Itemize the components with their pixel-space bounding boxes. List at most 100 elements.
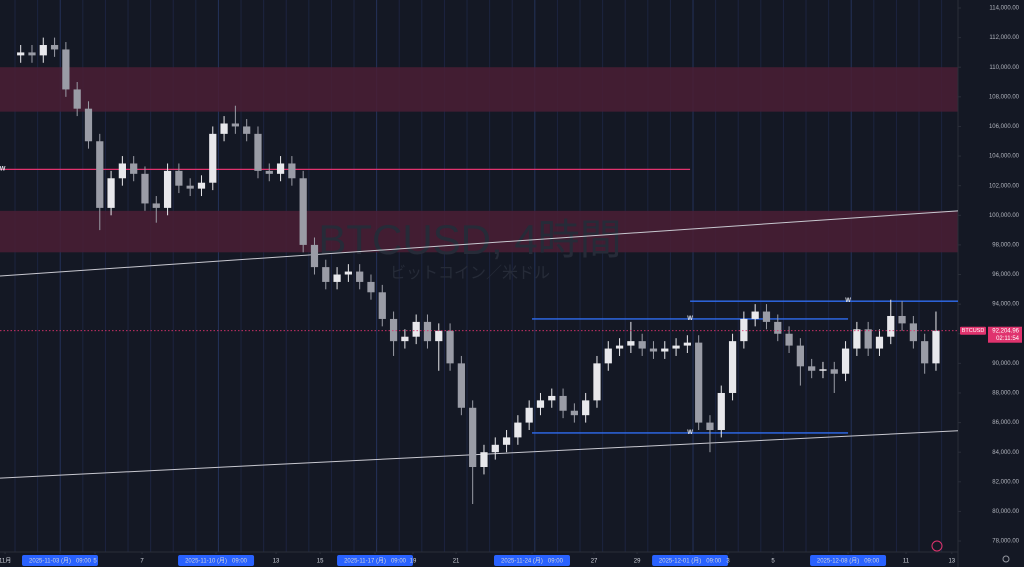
x-tick-label: 2025-11-10 (月) 09:00 <box>185 558 248 565</box>
x-tick-highlight <box>22 555 99 566</box>
zone <box>0 210 958 253</box>
y-tick-label: 106,000.00 <box>989 124 1020 130</box>
x-tick-label: 13 <box>273 559 280 565</box>
candle-body <box>909 323 917 342</box>
candle-body <box>186 185 194 189</box>
candle-body <box>423 321 432 342</box>
x-tick-label: 3 <box>726 559 730 565</box>
candle-body <box>356 271 364 282</box>
y-tick-label: 114,000.00 <box>989 6 1019 12</box>
candle-body <box>695 342 703 423</box>
candle-body <box>627 341 635 346</box>
candle-body <box>525 407 533 423</box>
candle-body <box>84 108 93 142</box>
candle-body <box>333 274 341 282</box>
candle-body <box>672 345 680 349</box>
candle-body <box>898 315 906 324</box>
x-tick-label: 11 <box>903 559 910 565</box>
candle-body <box>39 45 47 56</box>
x-tick-label: 7 <box>140 559 144 565</box>
candle-body <box>73 89 81 109</box>
candle-body <box>378 292 386 319</box>
candle-body <box>887 315 895 337</box>
candle-body <box>175 170 183 186</box>
candle-body <box>717 392 725 430</box>
symbol-tag-text: BTCUSD <box>962 328 985 334</box>
candle-body <box>389 318 398 342</box>
x-tick-label: 11月 <box>0 558 11 565</box>
x-tick-label: 2025-12-01 (月) 09:00 <box>659 558 722 565</box>
candle-body <box>740 318 748 342</box>
x-tick-label: 2025-11-24 (月) 09:00 <box>501 558 564 565</box>
candle-body <box>593 363 601 401</box>
candle-body <box>864 329 872 349</box>
candle-body <box>220 123 228 134</box>
candle-body <box>96 141 104 208</box>
candle-body <box>163 170 172 208</box>
x-tick-highlight <box>493 555 570 566</box>
candle-body <box>299 178 307 245</box>
candle-body <box>62 49 70 90</box>
candle-body <box>830 369 838 374</box>
y-tick-label: 112,000.00 <box>989 35 1019 41</box>
candle-body <box>50 45 59 50</box>
settings-icon[interactable] <box>1002 555 1010 563</box>
candle-body <box>457 363 465 408</box>
candle-body <box>265 170 273 174</box>
candle-body <box>638 341 646 349</box>
candle-body <box>401 336 409 342</box>
symbol-tag <box>960 326 986 335</box>
alert-icon[interactable] <box>931 540 943 552</box>
candle-body <box>310 244 319 268</box>
candle-body <box>683 342 691 346</box>
y-tick-label: 100,000.00 <box>989 213 1020 219</box>
candle-body <box>502 437 511 445</box>
x-tick-label: 29 <box>634 559 641 565</box>
candle-body <box>582 400 590 416</box>
candle-body <box>367 281 375 293</box>
candle-body <box>514 422 522 438</box>
x-tick-label: 19 <box>410 559 417 565</box>
candle-body <box>446 330 454 364</box>
candle-body <box>649 348 658 352</box>
candle-body <box>853 329 861 349</box>
candle-body <box>344 271 352 275</box>
trendline <box>0 210 959 277</box>
x-tick-label: 13 <box>948 559 955 565</box>
watermark: BTCUSD, 4時間 <box>318 216 621 263</box>
candle-body <box>209 133 217 183</box>
candle-body <box>130 163 138 174</box>
last-price-label: 92,204.96 <box>992 328 1019 334</box>
candle-body <box>152 203 160 208</box>
candle-body <box>276 163 285 174</box>
line-tag: W <box>687 316 693 322</box>
candle-body <box>841 348 850 374</box>
candle-body <box>774 321 782 334</box>
y-tick-label: 108,000.00 <box>989 94 1020 100</box>
candle-body <box>141 173 149 204</box>
last-price-tag <box>988 326 1022 343</box>
line-tag: W <box>845 298 851 304</box>
candle-body <box>243 126 251 134</box>
x-tick-label: 15 <box>317 559 324 565</box>
candle-body <box>932 330 940 364</box>
trendline <box>0 430 959 479</box>
x-tick-highlight <box>652 555 729 566</box>
x-tick-label: 2025-11-03 (月) 09:00 <box>29 558 92 565</box>
watermark-sub: ビットコイン／米ドル <box>390 264 550 282</box>
y-tick-label: 98,000.00 <box>992 242 1019 248</box>
x-tick-label: 27 <box>591 559 598 565</box>
candle-body <box>615 345 624 349</box>
y-tick-label: 104,000.00 <box>989 154 1020 160</box>
y-tick-label: 90,000.00 <box>992 361 1019 367</box>
y-tick-label: 82,000.00 <box>992 479 1019 485</box>
candle-body <box>491 444 499 453</box>
candle-body <box>480 452 488 468</box>
countdown: 02:11:54 <box>996 336 1020 342</box>
x-tick-label: 21 <box>453 559 460 565</box>
candle-body <box>921 341 929 364</box>
line-tag: W <box>687 430 693 436</box>
line-tag: W <box>0 166 6 172</box>
y-tick-label: 80,000.00 <box>992 509 1019 515</box>
y-tick-label: 84,000.00 <box>992 450 1019 456</box>
